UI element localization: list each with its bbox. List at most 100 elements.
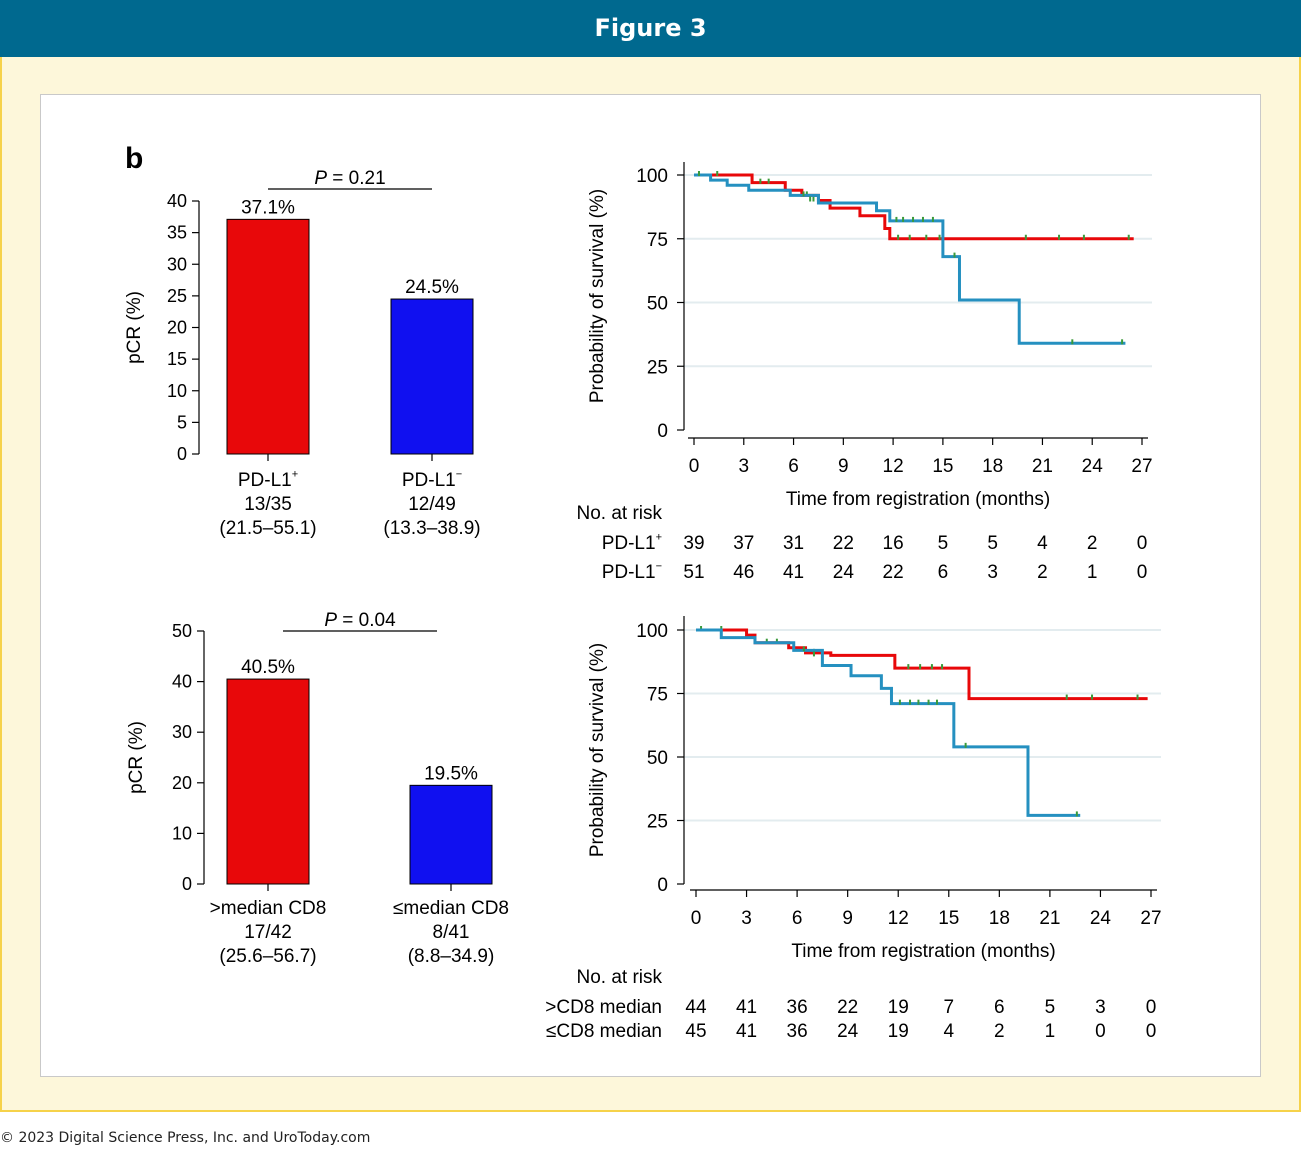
risk-count: 41 bbox=[736, 997, 757, 1018]
x-tick-label: 0 bbox=[691, 908, 702, 929]
risk-count: 22 bbox=[833, 533, 854, 554]
risk-count: 24 bbox=[833, 562, 855, 583]
risk-count: 51 bbox=[683, 562, 704, 583]
risk-count: 0 bbox=[1095, 1021, 1106, 1042]
p-value-text: = 0.04 bbox=[337, 610, 396, 631]
x-tick-label: 27 bbox=[1140, 908, 1161, 929]
risk-count: 44 bbox=[685, 997, 707, 1018]
y-axis-label: Probability of survival (%) bbox=[587, 189, 608, 403]
y-tick-label: 0 bbox=[177, 444, 187, 464]
bar-ci-label: (25.6–56.7) bbox=[219, 946, 316, 967]
risk-count: 1 bbox=[1087, 562, 1098, 583]
risk-count: 41 bbox=[783, 562, 804, 583]
y-tick-label: 50 bbox=[172, 621, 192, 641]
x-tick-label: 27 bbox=[1131, 456, 1152, 477]
x-tick-label: 15 bbox=[938, 908, 959, 929]
risk-count: 41 bbox=[736, 1021, 757, 1042]
risk-count: 0 bbox=[1137, 533, 1148, 554]
y-tick-label: 40 bbox=[167, 191, 187, 211]
risk-count: 5 bbox=[987, 533, 998, 554]
x-tick-label: 15 bbox=[932, 456, 953, 477]
risk-count: 39 bbox=[683, 533, 704, 554]
risk-count: 6 bbox=[938, 562, 949, 583]
survival-curve bbox=[694, 173, 1134, 241]
figure-header: Figure 3 bbox=[0, 0, 1301, 57]
risk-row-label: >CD8 median bbox=[545, 997, 662, 1018]
bar-count-label: 12/49 bbox=[408, 494, 456, 515]
x-tick-label: 24 bbox=[1090, 908, 1112, 929]
bar-count-label: 8/41 bbox=[433, 922, 470, 943]
copyright-footer: © 2023 Digital Science Press, Inc. and U… bbox=[0, 1130, 371, 1146]
survival-curve bbox=[696, 628, 1148, 701]
x-tick-label: 9 bbox=[842, 908, 853, 929]
x-tick-label: 6 bbox=[788, 456, 799, 477]
p-symbol: P bbox=[324, 610, 337, 631]
x-tick-label: 18 bbox=[982, 456, 1003, 477]
risk-count: 2 bbox=[1037, 562, 1048, 583]
bar-category-label: >median CD8 bbox=[210, 898, 327, 919]
risk-count: 3 bbox=[1095, 997, 1106, 1018]
bar-category-label-sup: − bbox=[456, 468, 462, 480]
bar-category-label: PD-L1+ bbox=[238, 468, 298, 491]
y-tick-label: 10 bbox=[172, 823, 192, 843]
x-tick-label: 21 bbox=[1039, 908, 1060, 929]
bar bbox=[226, 678, 310, 885]
risk-count: 2 bbox=[994, 1021, 1005, 1042]
y-tick-label: 15 bbox=[167, 349, 187, 369]
y-tick-label: 25 bbox=[647, 357, 668, 378]
x-tick-label: 12 bbox=[888, 908, 909, 929]
risk-count: 7 bbox=[943, 997, 954, 1018]
risk-count: 0 bbox=[1146, 997, 1157, 1018]
risk-table-title: No. at risk bbox=[576, 967, 662, 988]
risk-count: 24 bbox=[837, 1021, 859, 1042]
x-tick-label: 18 bbox=[989, 908, 1010, 929]
x-tick-label: 9 bbox=[838, 456, 849, 477]
x-tick-label: 21 bbox=[1032, 456, 1053, 477]
bar-category-label-text: PD-L1 bbox=[402, 470, 456, 491]
risk-count: 37 bbox=[733, 533, 754, 554]
bar-category-label-sup: + bbox=[292, 468, 298, 480]
bar-value-label: 40.5% bbox=[241, 657, 295, 678]
bar-ci-label: (13.3–38.9) bbox=[383, 518, 480, 539]
x-tick-label: 0 bbox=[689, 456, 700, 477]
p-value-label: P = 0.21 bbox=[314, 168, 385, 189]
risk-row-label-sup: − bbox=[656, 560, 662, 572]
bar-chart-cd8: 0 10 20 30 40 50 pCR (%) 40.5% >median CD8 17/42 (… bbox=[126, 610, 509, 967]
y-tick-label: 100 bbox=[636, 166, 668, 187]
bar-category-label-text: >median CD8 bbox=[210, 898, 327, 919]
risk-count: 16 bbox=[883, 533, 904, 554]
y-tick-label: 0 bbox=[657, 875, 668, 896]
risk-count: 46 bbox=[733, 562, 754, 583]
y-tick-label: 50 bbox=[647, 748, 668, 769]
bar-value-label: 19.5% bbox=[424, 763, 478, 784]
y-tick-label: 20 bbox=[167, 318, 187, 338]
y-tick-label: 5 bbox=[177, 412, 187, 432]
risk-table-title: No. at risk bbox=[576, 503, 662, 524]
risk-count: 4 bbox=[943, 1021, 954, 1042]
y-tick-label: 75 bbox=[647, 685, 668, 706]
x-axis-label: Time from registration (months) bbox=[786, 489, 1050, 510]
x-tick-label: 12 bbox=[883, 456, 904, 477]
risk-count: 6 bbox=[994, 997, 1005, 1018]
bar bbox=[226, 218, 310, 455]
y-tick-label: 0 bbox=[182, 874, 192, 894]
y-axis-label: pCR (%) bbox=[126, 721, 147, 794]
risk-row-label-text: PD-L1 bbox=[602, 533, 656, 554]
risk-count: 5 bbox=[1045, 997, 1056, 1018]
bar-count-label: 17/42 bbox=[244, 922, 292, 943]
p-symbol: P bbox=[314, 168, 327, 189]
y-tick-label: 25 bbox=[647, 812, 668, 833]
risk-row-label-text: >CD8 median bbox=[545, 997, 662, 1018]
risk-row-label: PD-L1+ bbox=[602, 531, 662, 554]
risk-count: 0 bbox=[1137, 562, 1148, 583]
risk-count: 36 bbox=[787, 997, 808, 1018]
risk-count: 36 bbox=[787, 1021, 808, 1042]
risk-count: 1 bbox=[1045, 1021, 1056, 1042]
bar-category-label: PD-L1− bbox=[402, 468, 462, 491]
risk-count: 19 bbox=[888, 997, 909, 1018]
y-tick-label: 50 bbox=[647, 294, 668, 315]
risk-count: 45 bbox=[685, 1021, 706, 1042]
